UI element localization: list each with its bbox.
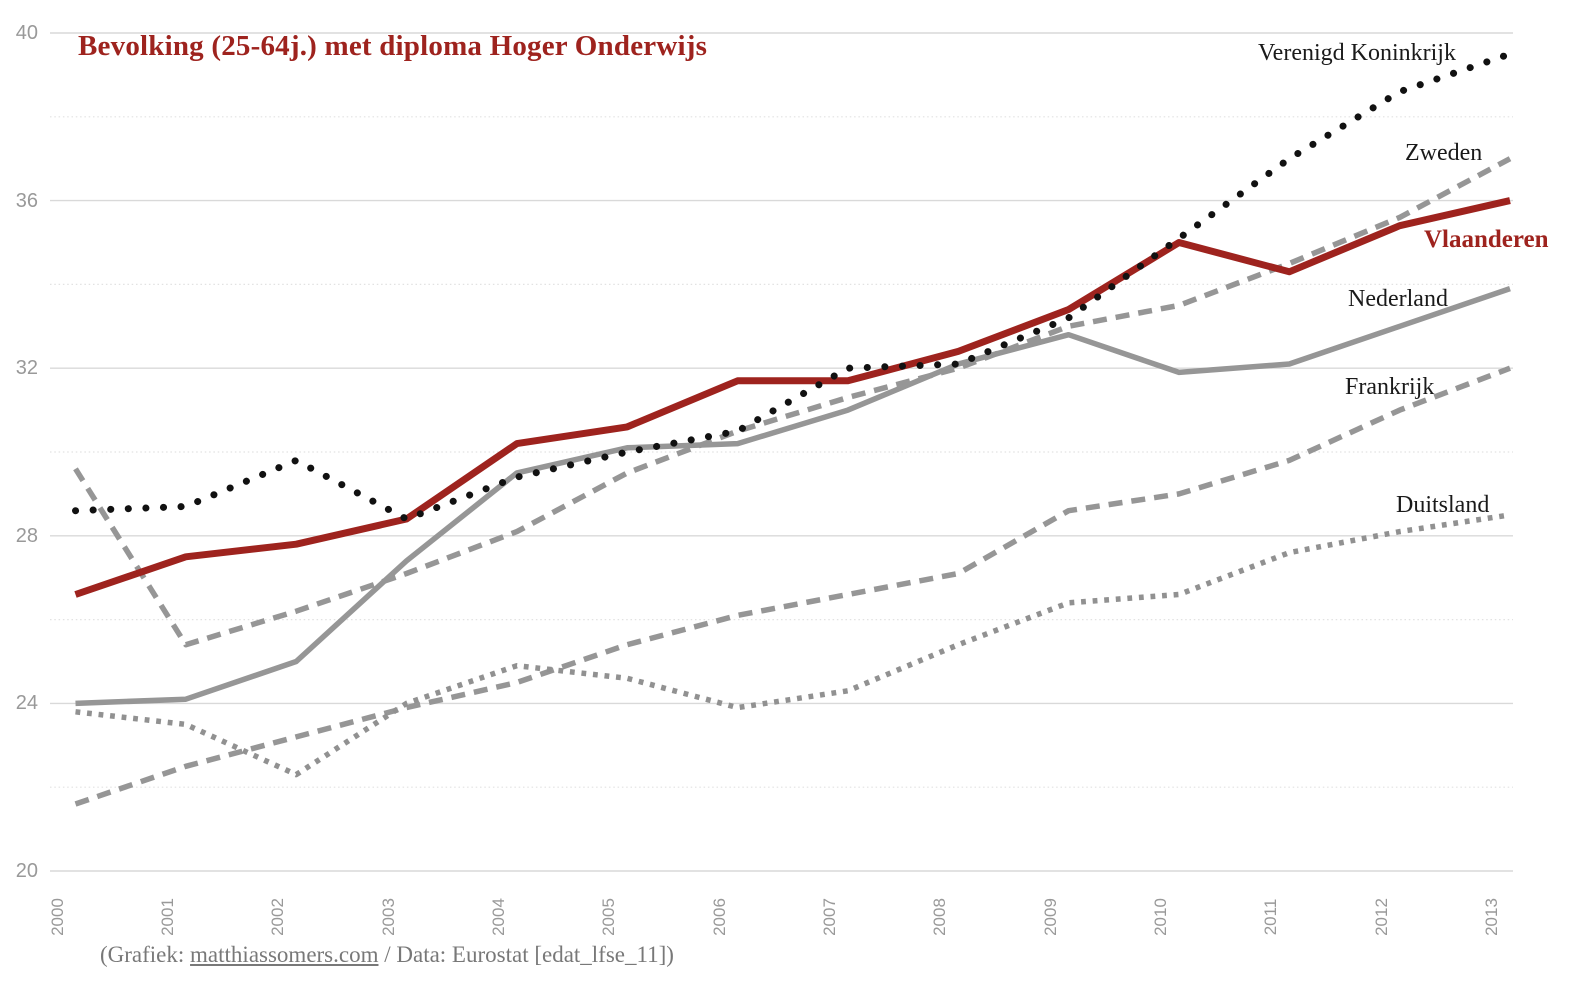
series-label-zweden: Zweden <box>1405 140 1483 166</box>
y-axis-tick-label: 24 <box>15 692 38 715</box>
series-label-verenigd-koninkrijk: Verenigd Koninkrijk <box>1258 40 1456 66</box>
x-axis-tick-label: 2008 <box>930 898 950 936</box>
chart-title: Bevolking (25-64j.) met diploma Hoger On… <box>78 30 708 62</box>
x-axis-tick-label: 2007 <box>819 898 839 936</box>
y-axis-tick-label: 40 <box>15 22 38 44</box>
x-axis-tick-label: 2013 <box>1482 898 1501 936</box>
y-axis-tick-label: 32 <box>15 357 38 380</box>
x-axis-tick-label: 2012 <box>1371 898 1391 936</box>
x-axis-tick-label: 2006 <box>709 898 729 936</box>
x-axis-tick-label: 2011 <box>1261 898 1281 936</box>
series-line-nederland <box>75 285 1511 707</box>
y-axis-tick-label: 36 <box>15 189 38 212</box>
series-line-verenigd-koninkrijk <box>72 50 1514 523</box>
x-axis-tick-label: 2000 <box>47 898 67 936</box>
series-line-frankrijk <box>74 365 1511 807</box>
series-line-zweden <box>73 156 1512 648</box>
footer-credit: (Grafiek: matthiassomers.com / Data: Eur… <box>100 942 674 968</box>
series-label-nederland: Nederland <box>1348 286 1448 312</box>
series-line-duitsland <box>75 512 1511 778</box>
series-label-duitsland: Duitsland <box>1396 492 1490 518</box>
y-axis-tick-label: 20 <box>15 860 38 882</box>
y-axis-tick-label: 28 <box>15 524 38 547</box>
x-axis-tick-label: 2010 <box>1150 898 1170 936</box>
footer-credit-suffix: / Data: Eurostat [edat_lfse_11]) <box>378 942 674 967</box>
footer-credit-prefix: (Grafiek: <box>100 942 191 967</box>
series-label-frankrijk: Frankrijk <box>1345 374 1435 400</box>
series-line-vlaanderen <box>74 197 1511 598</box>
series-label-vlaanderen: Vlaanderen <box>1424 226 1549 253</box>
x-axis-tick-label: 2009 <box>1040 898 1060 936</box>
footer-link[interactable]: matthiassomers.com <box>190 942 379 967</box>
